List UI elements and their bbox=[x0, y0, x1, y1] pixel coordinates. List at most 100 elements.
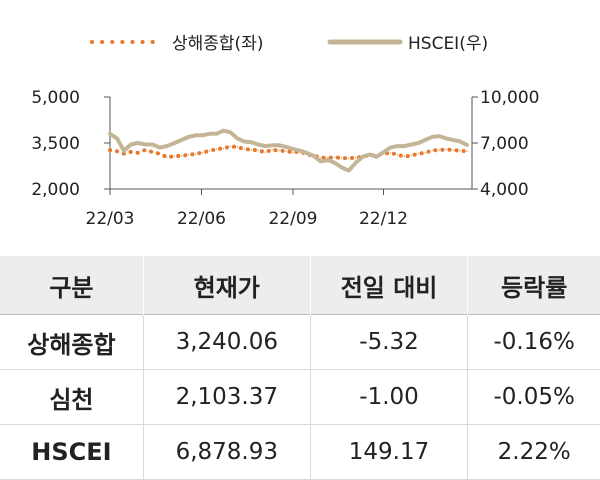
header-category: 구분 bbox=[0, 256, 144, 315]
data-point bbox=[250, 149, 252, 151]
data-point bbox=[174, 155, 176, 157]
data-point bbox=[403, 155, 405, 158]
data-point bbox=[341, 166, 343, 169]
data-point bbox=[355, 157, 357, 159]
data-point bbox=[382, 151, 385, 153]
x-tick-label: 22/12 bbox=[359, 209, 408, 229]
data-point bbox=[452, 139, 454, 141]
data-point bbox=[278, 150, 280, 152]
data-point bbox=[159, 153, 161, 155]
header-change: 전일 대비 bbox=[310, 256, 469, 315]
table-row: HSCEI 6,878.93 149.17 2.22% bbox=[0, 424, 600, 480]
data-point bbox=[285, 146, 287, 148]
data-point bbox=[417, 153, 419, 155]
data-point bbox=[320, 157, 322, 159]
data-point bbox=[278, 144, 280, 146]
data-point bbox=[369, 153, 371, 156]
data-point bbox=[389, 152, 392, 154]
data-point bbox=[130, 151, 132, 153]
data-point bbox=[194, 134, 197, 136]
data-point bbox=[362, 156, 364, 158]
row-name: HSCEI bbox=[0, 424, 144, 480]
data-point bbox=[123, 153, 125, 155]
data-point bbox=[123, 150, 125, 152]
data-point bbox=[188, 154, 190, 156]
data-point bbox=[271, 144, 273, 146]
data-point bbox=[445, 137, 447, 139]
data-point bbox=[327, 159, 329, 161]
data-point bbox=[396, 145, 398, 147]
data-point bbox=[306, 152, 308, 154]
row-change-rate: -0.05% bbox=[467, 369, 600, 425]
y-right-tick-label: 4,000 bbox=[480, 180, 529, 200]
row-change: -5.32 bbox=[310, 314, 469, 370]
row-current-price: 3,240.06 bbox=[143, 314, 311, 370]
data-point bbox=[292, 148, 294, 150]
data-point bbox=[137, 152, 139, 154]
data-point bbox=[250, 141, 252, 143]
data-point bbox=[417, 142, 419, 144]
data-point bbox=[181, 139, 183, 141]
data-point bbox=[459, 140, 461, 143]
data-point bbox=[396, 154, 398, 156]
data-point bbox=[264, 151, 266, 153]
data-point bbox=[166, 145, 168, 147]
data-point bbox=[188, 136, 190, 138]
index-table: 구분 현재가 전일 대비 등락률 상해종합 3,240.06 -5.32 -0.… bbox=[0, 256, 600, 480]
data-point bbox=[166, 156, 168, 158]
data-point bbox=[403, 145, 405, 147]
data-point bbox=[313, 155, 315, 157]
row-change: -1.00 bbox=[310, 369, 469, 425]
row-change-rate: 2.22% bbox=[467, 424, 600, 480]
chart: 5,000 3,500 2,000 10,000 7,000 4,000 22/03 22/0… bbox=[31, 34, 539, 229]
data-point bbox=[348, 170, 350, 172]
data-point bbox=[222, 130, 224, 132]
data-point bbox=[424, 152, 426, 154]
data-point bbox=[424, 139, 426, 141]
table-row: 심천 2,103.37 -1.00 -0.05% bbox=[0, 369, 600, 425]
series-line-shanghai bbox=[108, 144, 469, 161]
data-point bbox=[285, 150, 287, 152]
data-point bbox=[452, 149, 454, 151]
data-point bbox=[341, 157, 343, 159]
row-current-price: 6,878.93 bbox=[143, 424, 311, 480]
data-point bbox=[257, 149, 259, 151]
data-point bbox=[215, 148, 217, 150]
data-point bbox=[355, 162, 357, 164]
data-point bbox=[445, 148, 447, 150]
row-change: 149.17 bbox=[310, 424, 469, 480]
data-point bbox=[181, 155, 183, 157]
data-point bbox=[410, 155, 412, 157]
y-right-tick-label: 10,000 bbox=[480, 88, 539, 108]
data-point bbox=[466, 144, 468, 146]
data-point bbox=[236, 146, 238, 148]
x-tick-label: 22/06 bbox=[177, 209, 226, 229]
data-point bbox=[257, 143, 259, 146]
data-point bbox=[389, 147, 392, 149]
data-point bbox=[431, 149, 433, 151]
y-left-tick-label: 2,000 bbox=[31, 180, 80, 200]
row-name: 상해종합 bbox=[0, 314, 144, 370]
data-point bbox=[375, 156, 378, 158]
legend-label: HSCEI(우) bbox=[408, 34, 488, 54]
data-point bbox=[334, 162, 336, 164]
data-point bbox=[116, 150, 118, 152]
data-point bbox=[152, 151, 154, 153]
x-tick-label: 22/09 bbox=[268, 209, 317, 229]
data-point bbox=[243, 140, 245, 143]
row-change-rate: -0.16% bbox=[467, 314, 600, 370]
data-point bbox=[459, 150, 461, 152]
row-current-price: 2,103.37 bbox=[143, 369, 311, 425]
data-point bbox=[201, 151, 204, 154]
data-point bbox=[215, 133, 217, 135]
data-point bbox=[438, 149, 440, 151]
data-point bbox=[410, 143, 412, 146]
y-left-tick-label: 5,000 bbox=[31, 88, 80, 108]
data-point bbox=[264, 145, 266, 147]
y-left-tick-label: 3,500 bbox=[31, 134, 80, 154]
data-point bbox=[466, 150, 468, 152]
table-header-row: 구분 현재가 전일 대비 등락률 bbox=[0, 256, 600, 315]
data-point bbox=[236, 137, 238, 139]
data-point bbox=[271, 149, 273, 151]
data-point bbox=[334, 156, 336, 158]
